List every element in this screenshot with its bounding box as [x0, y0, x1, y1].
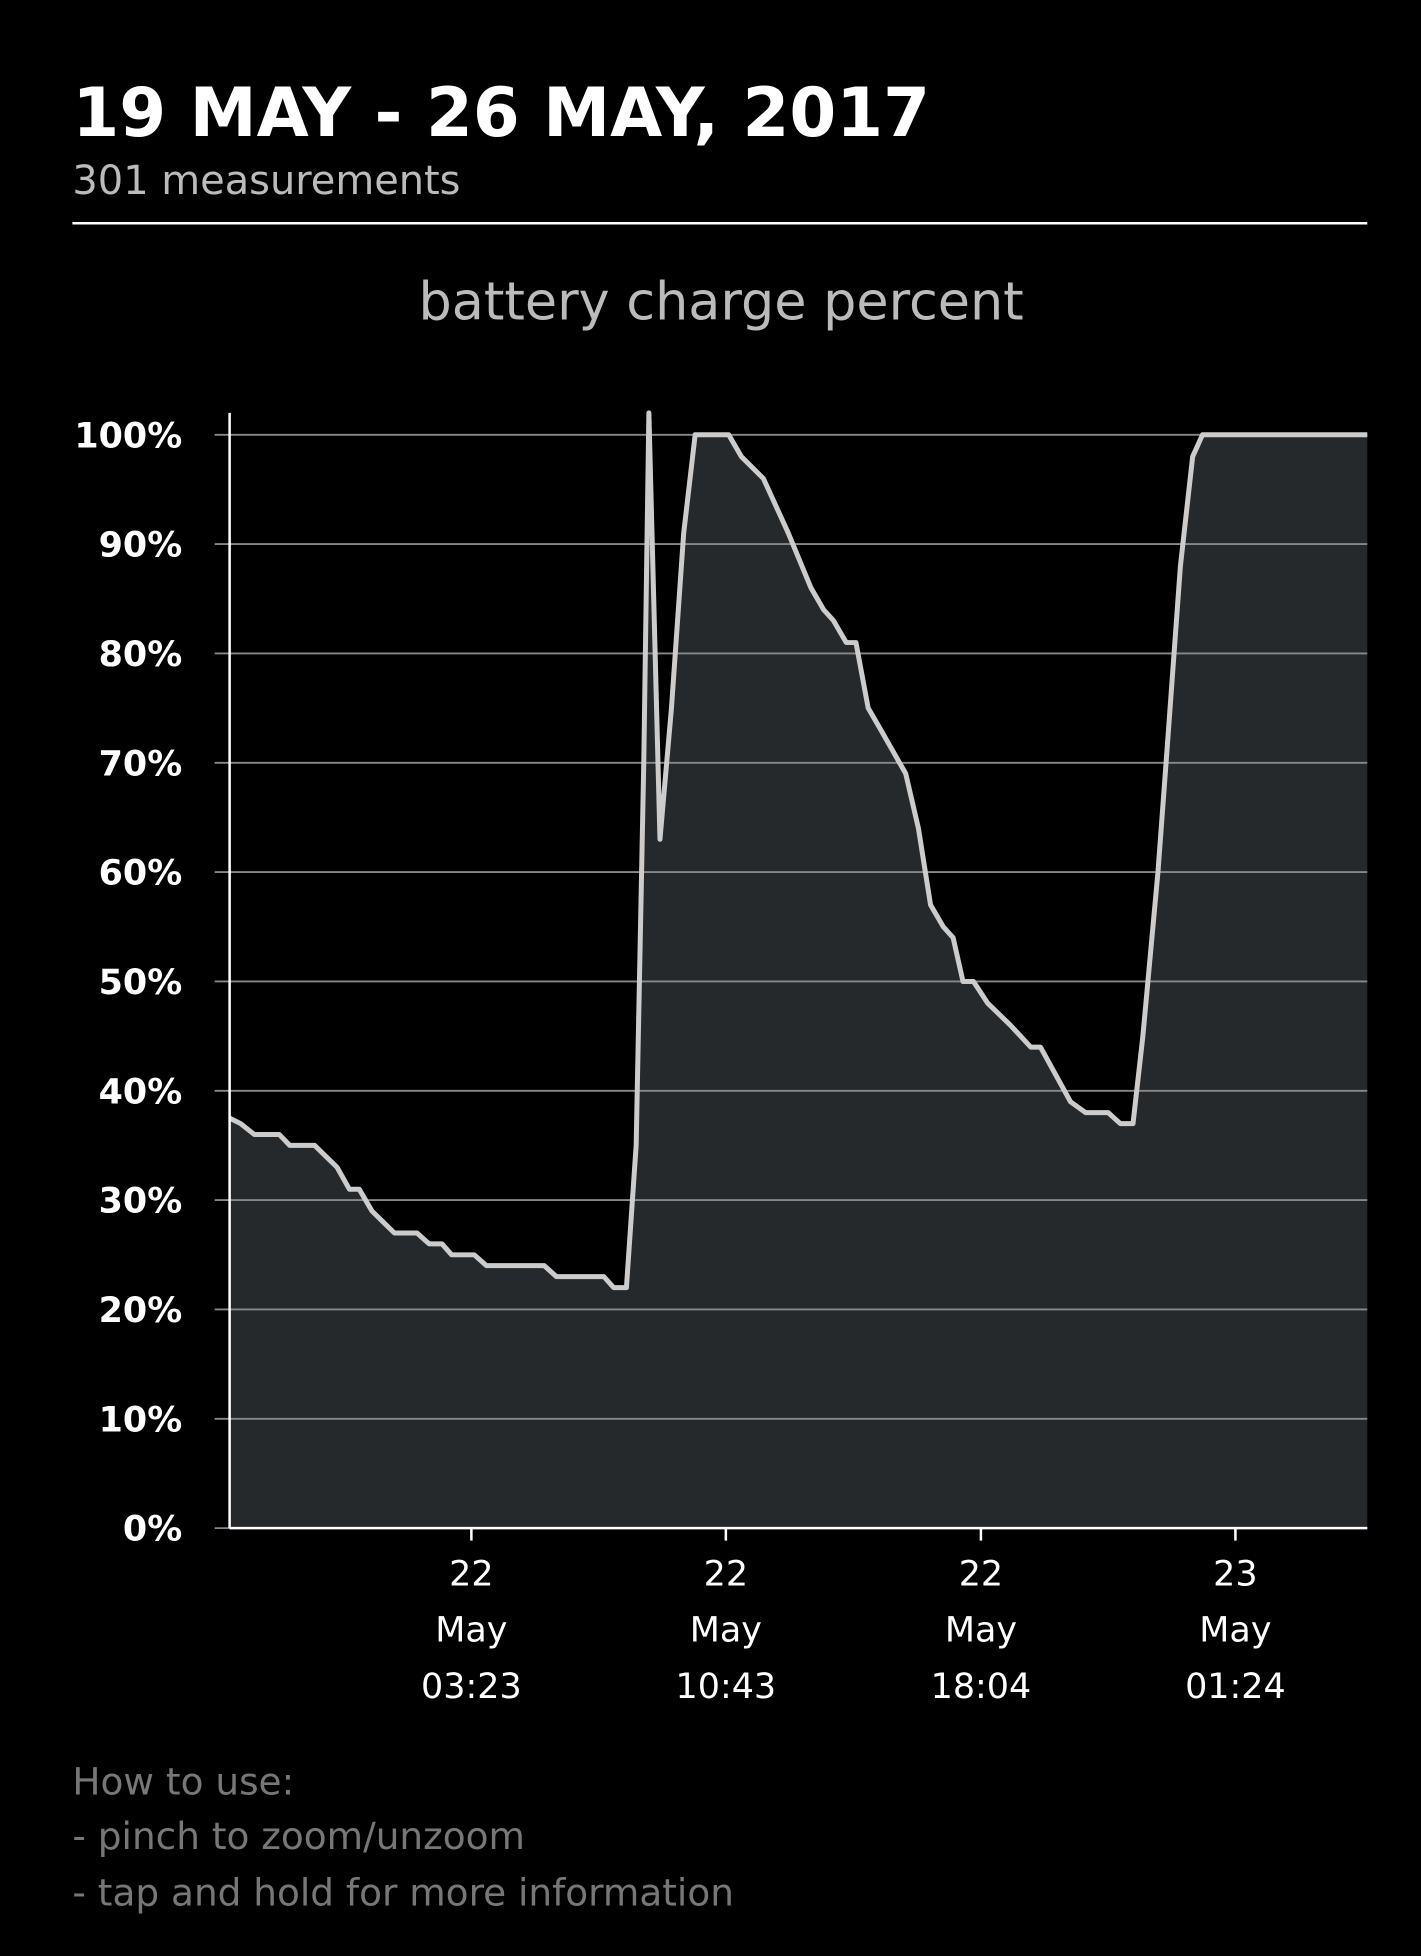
y-tick-label: 20%: [99, 1291, 183, 1331]
y-tick-label: 30%: [99, 1182, 183, 1222]
x-tick-label: 22: [959, 1555, 1003, 1595]
page-subtitle: 301 measurements: [72, 158, 460, 204]
x-tick-label: 03:23: [421, 1667, 522, 1707]
x-tick-label: 18:04: [931, 1667, 1032, 1707]
help-text: - tap and hold for more information: [72, 1870, 734, 1914]
y-tick-label: 0%: [123, 1510, 182, 1550]
y-tick-label: 40%: [99, 1072, 183, 1112]
y-tick-label: 80%: [99, 635, 183, 675]
y-tick-label: 70%: [99, 744, 183, 784]
x-tick-label: May: [945, 1611, 1017, 1651]
x-tick-label: 22: [449, 1555, 493, 1595]
x-tick-label: May: [690, 1611, 762, 1651]
x-tick-label: 23: [1213, 1555, 1257, 1595]
help-text: - pinch to zoom/unzoom: [72, 1814, 525, 1858]
y-tick-label: 100%: [74, 416, 182, 456]
x-tick-label: May: [435, 1611, 507, 1651]
x-tick-label: 22: [704, 1555, 748, 1595]
x-tick-label: 01:24: [1185, 1667, 1286, 1707]
line: [228, 410, 1368, 1291]
page-title: 19 MAY - 26 MAY, 2017: [72, 73, 930, 152]
y-tick-label: 60%: [99, 854, 183, 894]
y-tick-label: 90%: [99, 526, 183, 566]
x-tick-label: 10:43: [676, 1667, 777, 1707]
help-text: How to use:: [72, 1759, 294, 1803]
area-fill: [229, 412, 1368, 1529]
chart-title: battery charge percent: [418, 272, 1023, 333]
y-tick-label: 10%: [99, 1400, 183, 1440]
y-tick-label: 50%: [99, 963, 183, 1003]
x-tick-label: May: [1199, 1611, 1271, 1651]
